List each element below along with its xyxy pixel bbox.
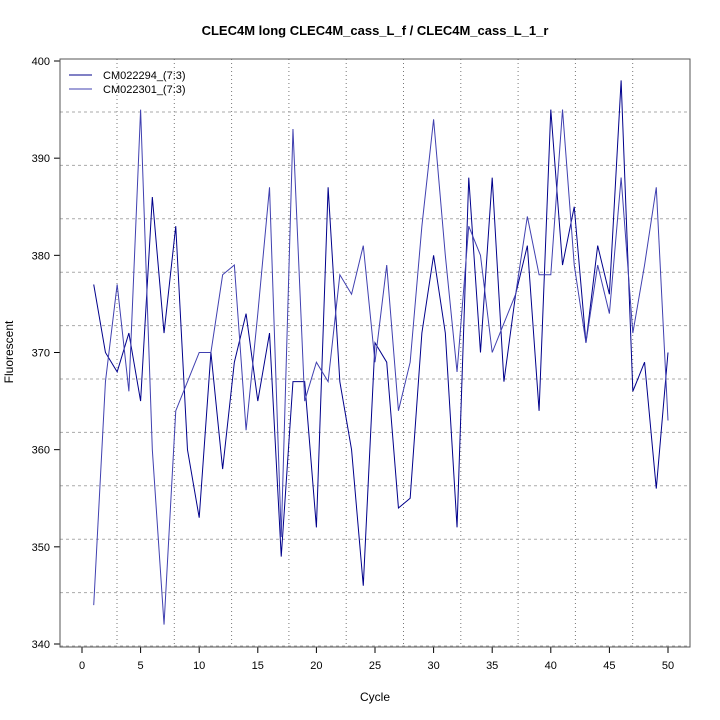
x-tick-label: 0: [79, 660, 85, 672]
y-tick-label: 350: [32, 542, 50, 554]
x-tick-label: 20: [310, 660, 322, 672]
y-tick-label: 400: [32, 56, 50, 68]
x-tick-label: 5: [138, 660, 144, 672]
x-tick-label: 30: [427, 660, 439, 672]
chart-title: CLEC4M long CLEC4M_cass_L_f / CLEC4M_cas…: [202, 23, 549, 38]
x-axis-label: Cycle: [360, 690, 390, 704]
x-tick-label: 10: [193, 660, 205, 672]
x-tick-label: 15: [252, 660, 264, 672]
legend: CM022294_(7:3) CM022301_(7:3): [69, 70, 186, 96]
x-tick-label: 25: [369, 660, 381, 672]
y-tick-label: 390: [32, 153, 50, 165]
legend-label: CM022294_(7:3): [103, 70, 186, 82]
series-lines: [93, 80, 669, 625]
axes: 0 5 10 15 20 25 30 35 40 45 50 340 350 360 370 380 390 40…: [32, 56, 674, 672]
x-tick-label: 45: [603, 660, 615, 672]
plot-frame: [59, 58, 691, 648]
legend-label: CM022301_(7:3): [103, 84, 186, 96]
x-tick-label: 40: [545, 660, 557, 672]
series-line-CM022294_(7:3): [93, 80, 669, 586]
y-tick-label: 360: [32, 445, 50, 457]
x-tick-label: 35: [486, 660, 498, 672]
grid: [60, 59, 690, 647]
x-tick-label: 50: [662, 660, 674, 672]
y-tick-label: 370: [32, 348, 50, 360]
y-axis-label: Fluorescent: [2, 320, 16, 383]
series-line-CM022301_(7:3): [93, 109, 669, 625]
y-tick-label: 340: [32, 639, 50, 651]
y-tick-label: 380: [32, 250, 50, 262]
